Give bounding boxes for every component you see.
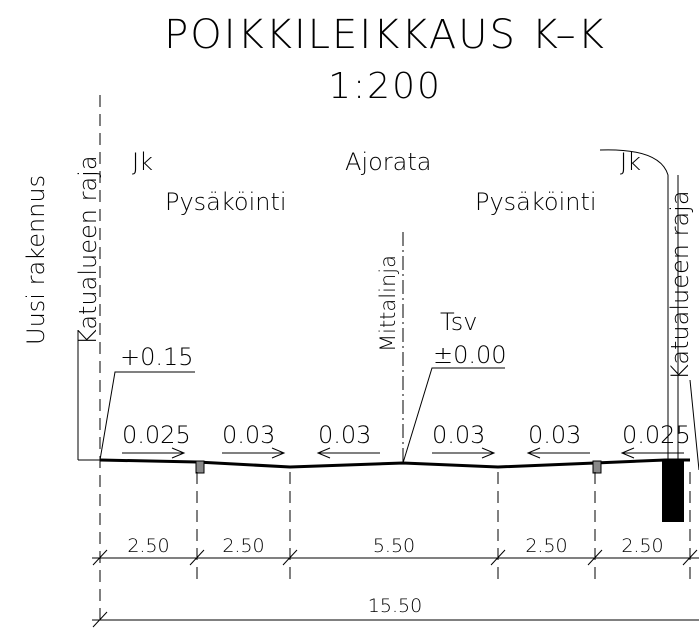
level-center: ±0.00 bbox=[433, 341, 507, 369]
slope-label: 0.03 bbox=[528, 421, 581, 449]
label-boundary: Katualueen raja bbox=[666, 190, 694, 380]
slope-label: 0.025 bbox=[622, 421, 691, 449]
label-jk: Jk bbox=[620, 148, 641, 176]
label-parking: Pysäköinti bbox=[165, 188, 287, 216]
dimension-label: 5.50 bbox=[373, 535, 415, 557]
dimension-label: 2.50 bbox=[525, 535, 567, 557]
dimension-label: 2.50 bbox=[621, 535, 663, 557]
label-parking: Pysäköinti bbox=[475, 188, 597, 216]
label-ajorata: Ajorata bbox=[345, 148, 431, 176]
lamp-base bbox=[662, 460, 684, 522]
edge-line bbox=[689, 379, 699, 471]
slope-label: 0.025 bbox=[122, 421, 191, 449]
slope-label: 0.03 bbox=[318, 421, 371, 449]
slope-label: 0.03 bbox=[222, 421, 275, 449]
curb bbox=[195, 460, 205, 474]
lamp-arm bbox=[599, 149, 669, 460]
label-jk: Jk bbox=[132, 148, 153, 176]
slope-label: 0.03 bbox=[432, 421, 485, 449]
dimension-label: 2.50 bbox=[127, 535, 169, 557]
arrow-head bbox=[526, 447, 541, 459]
curb bbox=[592, 460, 602, 474]
arrow-head bbox=[481, 447, 496, 459]
total-dimension: 15.50 bbox=[368, 595, 422, 617]
level-left: +0.15 bbox=[120, 343, 194, 371]
scale: 1:200 bbox=[328, 66, 442, 107]
leader bbox=[99, 371, 195, 461]
arrow-head bbox=[620, 447, 635, 459]
road-surface bbox=[99, 458, 690, 469]
dimension-label: 2.50 bbox=[222, 535, 264, 557]
label-new-building: Uusi rakennus bbox=[22, 175, 50, 345]
label-boundary: Katualueen raja bbox=[74, 155, 102, 345]
label-measure-line: Mittalinja bbox=[376, 255, 400, 352]
arrow-head bbox=[271, 447, 286, 459]
leader bbox=[402, 367, 505, 464]
label-tsv: Tsv bbox=[440, 308, 477, 336]
arrow-head bbox=[171, 447, 186, 459]
arrow-head bbox=[316, 447, 331, 459]
title: POIKKILEIKKAUS K–K bbox=[164, 12, 606, 58]
